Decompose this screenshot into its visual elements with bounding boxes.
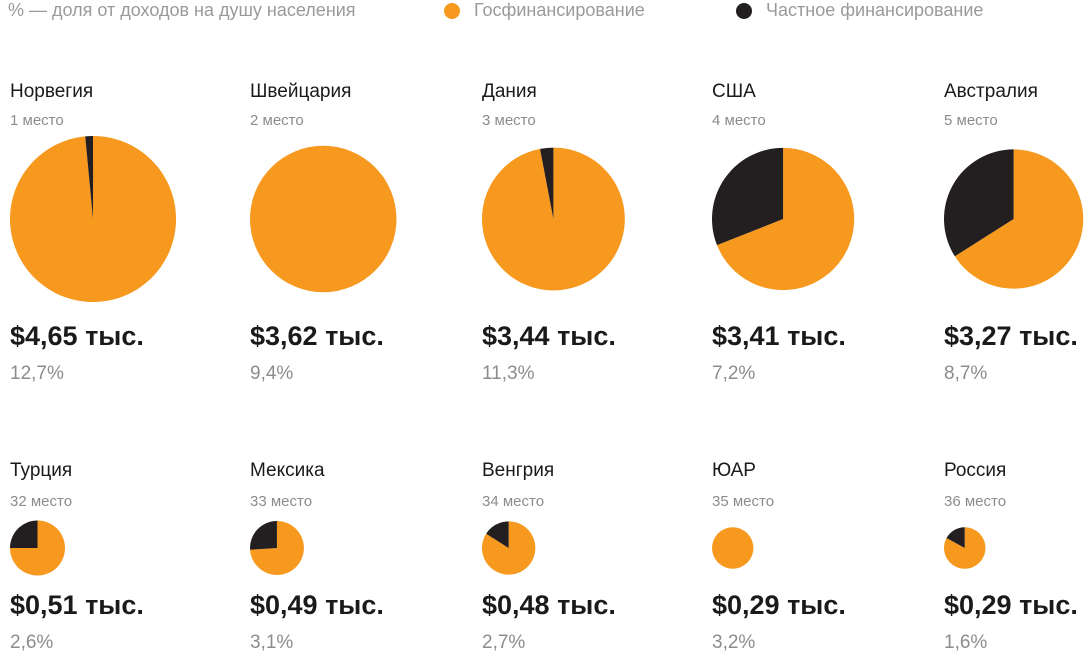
share-label: 12,7% (10, 363, 64, 384)
country-rank: 4 место (712, 112, 766, 129)
country-name: Россия (944, 460, 1006, 481)
amount-label: $4,65 тыс. (10, 321, 144, 351)
amount-label: $0,29 тыс. (712, 590, 846, 620)
country-rank: 35 место (712, 493, 774, 510)
legend-swatch (736, 3, 752, 19)
country-rank: 33 место (250, 493, 312, 510)
country-name: Австралия (944, 81, 1038, 102)
amount-label: $0,49 тыс. (250, 590, 384, 620)
amount-label: $3,41 тыс. (712, 321, 846, 351)
pie (10, 520, 65, 576)
amount-label: $3,62 тыс. (250, 321, 384, 351)
pie (249, 521, 304, 575)
country-rank: 5 место (944, 112, 998, 129)
pie (712, 147, 855, 291)
pie (712, 527, 754, 569)
country-name: Турция (10, 460, 72, 481)
pie-slice (954, 149, 1084, 289)
country-name: Мексика (250, 460, 325, 481)
amount-label: $0,48 тыс. (482, 590, 616, 620)
country-rank: 3 место (482, 112, 536, 129)
pie-slice (85, 135, 94, 219)
amount-label: $0,29 тыс. (944, 590, 1078, 620)
share-label: 2,6% (10, 632, 53, 653)
share-label: 2,7% (482, 632, 525, 653)
amount-label: $3,44 тыс. (482, 321, 616, 351)
pie-slice (946, 527, 965, 548)
country-name: Швейцария (250, 81, 351, 102)
pie (482, 521, 536, 575)
legend-label: Госфинансирование (474, 0, 645, 20)
country-rank: 32 место (10, 493, 72, 510)
pie (250, 145, 397, 293)
country-name: Норвегия (10, 81, 93, 102)
share-label: 3,2% (712, 632, 755, 653)
pie-slice (249, 521, 277, 550)
pie (481, 147, 625, 291)
country-rank: 34 место (482, 493, 544, 510)
pie (943, 149, 1084, 289)
pie-slice (943, 149, 1014, 257)
pie-slice (486, 521, 509, 548)
legend-swatch (444, 3, 460, 19)
share-label: 9,4% (250, 363, 293, 384)
country-rank: 36 место (944, 493, 1006, 510)
pie-slice (716, 147, 855, 291)
legend-label: Частное финансирование (766, 0, 983, 20)
country-name: США (712, 81, 756, 102)
amount-label: $3,27 тыс. (944, 321, 1078, 351)
pie-slice (250, 521, 304, 575)
pie-slice (9, 135, 177, 303)
pie-slice (10, 520, 38, 548)
country-name: Дания (482, 81, 537, 102)
share-label: 8,7% (944, 363, 987, 384)
legend-note: % — доля от доходов на душу населения (8, 0, 356, 20)
pie (9, 135, 177, 303)
country-rank: 1 место (10, 112, 64, 129)
amount-label: $0,51 тыс. (10, 590, 144, 620)
pie-slice (712, 147, 784, 246)
pie-slice (482, 521, 536, 575)
pie-slice (250, 145, 397, 293)
pie-slice (712, 527, 754, 569)
share-label: 1,6% (944, 632, 987, 653)
share-label: 11,3% (482, 363, 535, 384)
share-label: 3,1% (250, 632, 293, 653)
pie (944, 527, 986, 569)
country-rank: 2 место (250, 112, 304, 129)
share-label: 7,2% (712, 363, 755, 384)
pie-slice (540, 147, 554, 219)
country-name: Венгрия (482, 460, 554, 481)
country-name: ЮАР (712, 460, 756, 481)
